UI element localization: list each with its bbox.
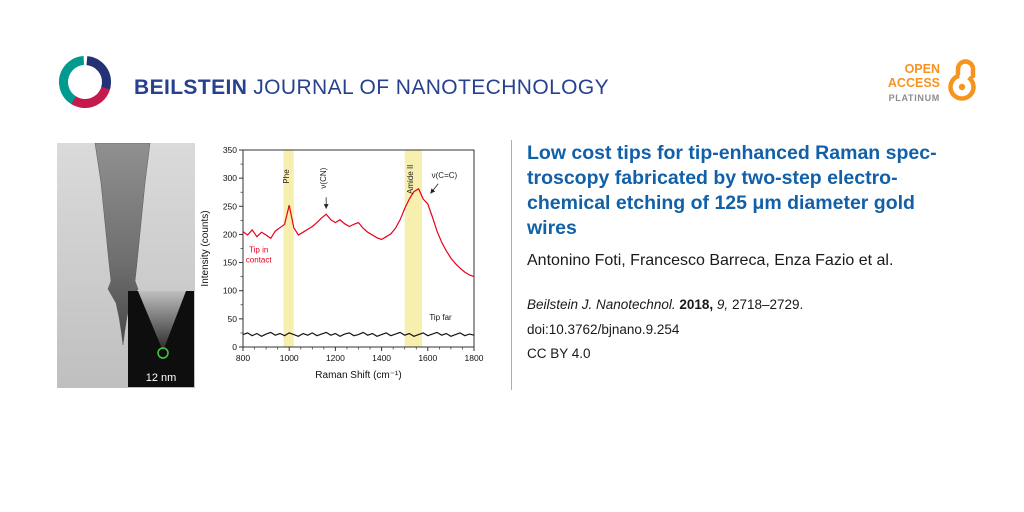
x-axis-label: Raman Shift (cm⁻¹) bbox=[315, 370, 401, 381]
citation-year: 2018, bbox=[679, 297, 714, 312]
doi-text: doi:10.3762/bjnano.9.254 bbox=[527, 322, 680, 337]
raman-spectrum-chart: 800 1000 1200 1400 1600 1800 0 50 100 150 200 250 30… bbox=[200, 145, 484, 381]
y-tick-label: 50 bbox=[228, 314, 238, 324]
article-title-line: Low cost tips for tip-enhanced Raman spe… bbox=[527, 142, 937, 164]
y-tick-label: 0 bbox=[232, 342, 237, 352]
license-text: CC BY 4.0 bbox=[527, 346, 591, 361]
author-list: Antonino Foti, Francesco Barreca, Enza F… bbox=[527, 252, 894, 269]
x-tick-label: 1400 bbox=[372, 353, 391, 363]
sem-tip-image: 12 nm bbox=[57, 142, 195, 388]
article-title-line: chemical etching of 125 μm diameter gold bbox=[527, 192, 915, 214]
band-phe bbox=[283, 150, 294, 347]
y-axis-label: Intensity (counts) bbox=[200, 210, 211, 286]
annotation-tip-far: Tip far bbox=[429, 313, 452, 322]
x-tick-label: 1600 bbox=[418, 353, 437, 363]
article-title-line: wires bbox=[527, 217, 577, 239]
y-tick-label: 350 bbox=[223, 145, 237, 155]
open-access-line1: OPEN bbox=[904, 62, 940, 76]
x-tick-label: 1000 bbox=[280, 353, 299, 363]
open-access-platinum-label: PLATINUM bbox=[888, 93, 940, 103]
open-access-line2: ACCESS bbox=[887, 76, 940, 90]
journal-title-name: JOURNAL OF NANOTECHNOLOGY bbox=[253, 76, 610, 99]
open-access-label: OPEN ACCESS PLATINUM bbox=[882, 58, 940, 103]
x-tick-label: 1200 bbox=[326, 353, 345, 363]
vertical-divider bbox=[511, 140, 512, 390]
annotation-amide-ii: Amide II bbox=[406, 165, 415, 194]
citation-journal: Beilstein J. Nanotechnol. bbox=[527, 297, 676, 312]
annotation-phe: Phe bbox=[282, 169, 291, 184]
y-tick-label: 200 bbox=[223, 229, 237, 239]
series-tip-in-contact bbox=[242, 187, 475, 278]
scale-bar-label: 12 nm bbox=[145, 372, 177, 384]
beilstein-logo bbox=[59, 56, 111, 108]
annotation-cn: ν(CN) bbox=[319, 167, 328, 188]
y-tick-label: 250 bbox=[223, 201, 237, 211]
citation: Beilstein J. Nanotechnol. 2018, 9, 2718–… bbox=[527, 297, 989, 312]
journal-title-brand: BEILSTEIN bbox=[134, 76, 248, 99]
article-title-line: troscopy fabricated by two-step electro- bbox=[527, 167, 898, 189]
tip-apex-glow bbox=[138, 291, 186, 359]
series-tip-far bbox=[242, 331, 475, 337]
open-access-lock-icon bbox=[948, 59, 976, 101]
article-info: Low cost tips for tip-enhanced Raman spe… bbox=[527, 141, 989, 361]
raman-spectrum-figure: 800 1000 1200 1400 1600 1800 0 50 100 150 200 250 30… bbox=[196, 142, 484, 392]
citation-volume: 9, bbox=[716, 297, 729, 312]
open-access-badge: OPEN ACCESS PLATINUM bbox=[882, 58, 983, 103]
apex-radius-marker bbox=[157, 347, 169, 359]
y-tick-label: 150 bbox=[223, 258, 237, 268]
annotation-c-c: ν(C=C) bbox=[432, 171, 458, 180]
journal-title: BEILSTEIN JOURNAL OF NANOTECHNOLOGY bbox=[134, 76, 609, 100]
y-tick-label: 300 bbox=[223, 173, 237, 183]
sem-inset-image: 12 nm bbox=[128, 291, 194, 387]
x-tick-label: 1800 bbox=[465, 353, 484, 363]
y-tick-label: 100 bbox=[223, 286, 237, 296]
article-title: Low cost tips for tip-enhanced Raman spe… bbox=[527, 141, 989, 241]
x-tick-label: 800 bbox=[236, 353, 250, 363]
etched-tip-silhouette bbox=[94, 142, 151, 346]
annotation-tip-in-contact: Tip in contact bbox=[246, 245, 273, 264]
citation-pages: 2718–2729. bbox=[731, 297, 804, 312]
